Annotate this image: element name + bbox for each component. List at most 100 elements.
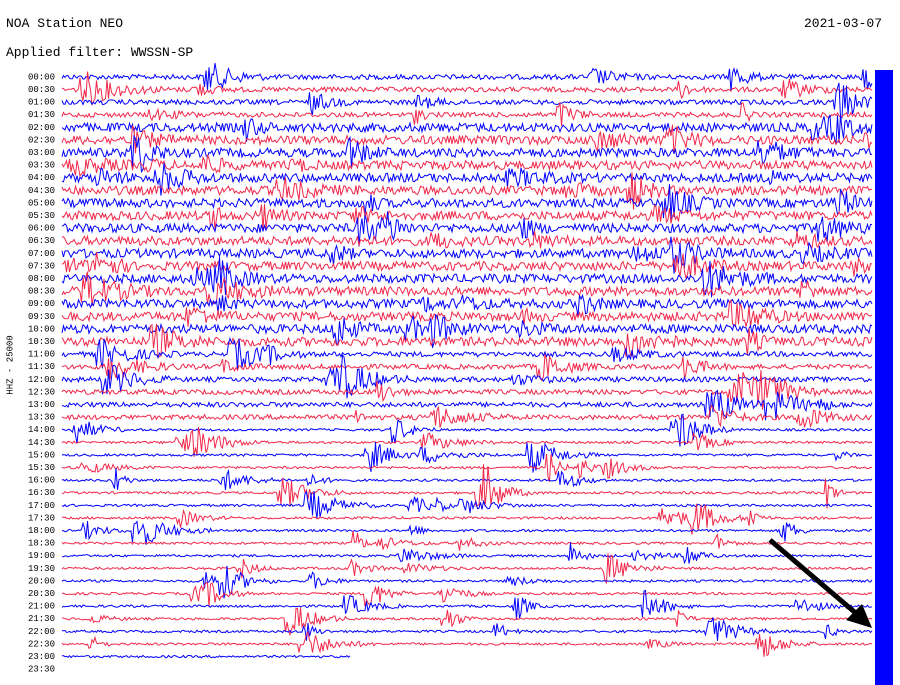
trace bbox=[61, 530, 873, 551]
time-label: 09:00 bbox=[28, 299, 55, 309]
date: 2021-03-07 bbox=[804, 16, 882, 31]
trace bbox=[61, 162, 873, 196]
time-label: 14:30 bbox=[28, 438, 55, 448]
time-label: 20:00 bbox=[28, 576, 55, 586]
trace bbox=[61, 236, 873, 274]
trace bbox=[61, 114, 873, 145]
time-label: 19:00 bbox=[28, 551, 55, 561]
time-label: 01:00 bbox=[28, 98, 55, 108]
trace bbox=[61, 542, 873, 565]
trace bbox=[61, 582, 873, 608]
time-label: 12:30 bbox=[28, 387, 55, 397]
trace bbox=[61, 389, 873, 421]
trace bbox=[61, 211, 873, 247]
trace bbox=[61, 404, 873, 429]
time-label: 01:30 bbox=[28, 110, 55, 120]
trace bbox=[61, 257, 873, 298]
trace bbox=[61, 565, 873, 599]
time-label: 08:00 bbox=[28, 274, 55, 284]
arrow bbox=[768, 538, 860, 617]
time-label: 04:30 bbox=[28, 186, 55, 196]
time-label: 23:30 bbox=[28, 665, 55, 675]
time-label: 22:00 bbox=[28, 627, 55, 637]
trace bbox=[61, 313, 873, 349]
trace bbox=[61, 124, 873, 155]
trace bbox=[61, 337, 873, 371]
trace bbox=[61, 490, 872, 519]
time-label: 14:00 bbox=[28, 425, 55, 435]
traces bbox=[61, 63, 873, 659]
trace bbox=[61, 323, 873, 360]
time-label: 04:00 bbox=[28, 173, 55, 183]
trace bbox=[62, 607, 873, 637]
time-label: 21:30 bbox=[28, 614, 55, 624]
trace bbox=[61, 293, 873, 316]
time-label: 16:30 bbox=[28, 488, 55, 498]
trace bbox=[61, 63, 873, 92]
trace bbox=[61, 251, 873, 280]
station-title: NOA Station NEO bbox=[6, 16, 123, 31]
time-label: 05:30 bbox=[28, 211, 55, 221]
time-label: 17:00 bbox=[28, 501, 55, 511]
time-label: 08:30 bbox=[28, 287, 55, 297]
axis-label: HHZ - 25000 bbox=[5, 335, 15, 394]
time-label: 23:00 bbox=[28, 652, 55, 662]
time-label: 19:30 bbox=[28, 564, 55, 574]
time-label: 06:30 bbox=[28, 236, 55, 246]
time-label: 22:30 bbox=[28, 639, 55, 649]
trace bbox=[61, 354, 873, 382]
trace bbox=[61, 134, 873, 174]
trace bbox=[61, 230, 873, 249]
time-label: 02:00 bbox=[28, 123, 55, 133]
trace bbox=[61, 654, 351, 659]
time-label: 18:30 bbox=[28, 539, 55, 549]
trace bbox=[61, 413, 873, 447]
trace bbox=[61, 453, 873, 483]
trace bbox=[61, 172, 873, 210]
trace bbox=[61, 370, 873, 410]
trace bbox=[61, 442, 873, 473]
event-bar bbox=[875, 70, 893, 685]
time-label: 11:00 bbox=[28, 350, 55, 360]
time-label: 18:00 bbox=[28, 526, 55, 536]
time-label: 02:30 bbox=[28, 135, 55, 145]
time-label: 16:00 bbox=[28, 476, 55, 486]
time-label: 03:30 bbox=[28, 161, 55, 171]
trace bbox=[61, 154, 873, 178]
time-label: 07:00 bbox=[28, 249, 55, 259]
filter-label: Applied filter: WWSSN-SP bbox=[6, 45, 193, 60]
trace bbox=[61, 617, 873, 641]
time-label: 10:00 bbox=[28, 324, 55, 334]
time-label: 07:30 bbox=[28, 261, 55, 271]
trace bbox=[61, 354, 873, 399]
time-label: 00:00 bbox=[28, 72, 55, 82]
time-label: 15:00 bbox=[28, 450, 55, 460]
trace bbox=[61, 589, 873, 620]
time-label: 09:30 bbox=[28, 312, 55, 322]
arrow-head bbox=[846, 604, 872, 628]
time-label: 12:00 bbox=[28, 375, 55, 385]
trace bbox=[61, 204, 873, 231]
trace bbox=[61, 102, 873, 126]
trace bbox=[61, 184, 873, 220]
time-label: 11:30 bbox=[28, 362, 55, 372]
trace bbox=[61, 468, 873, 491]
trace bbox=[61, 553, 873, 585]
time-label: 17:30 bbox=[28, 513, 55, 523]
trace bbox=[61, 71, 873, 106]
time-label: 05:00 bbox=[28, 198, 55, 208]
time-label: 13:30 bbox=[28, 413, 55, 423]
trace bbox=[61, 630, 873, 657]
trace bbox=[61, 464, 873, 509]
time-label: 03:00 bbox=[28, 148, 55, 158]
trace bbox=[61, 503, 873, 535]
time-label: 15:30 bbox=[28, 463, 55, 473]
time-label: 00:30 bbox=[28, 85, 55, 95]
trace bbox=[61, 82, 873, 119]
time-label: 13:00 bbox=[28, 400, 55, 410]
time-label: 10:30 bbox=[28, 337, 55, 347]
trace bbox=[61, 520, 873, 545]
time-label: 21:00 bbox=[28, 602, 55, 612]
trace bbox=[61, 271, 873, 306]
